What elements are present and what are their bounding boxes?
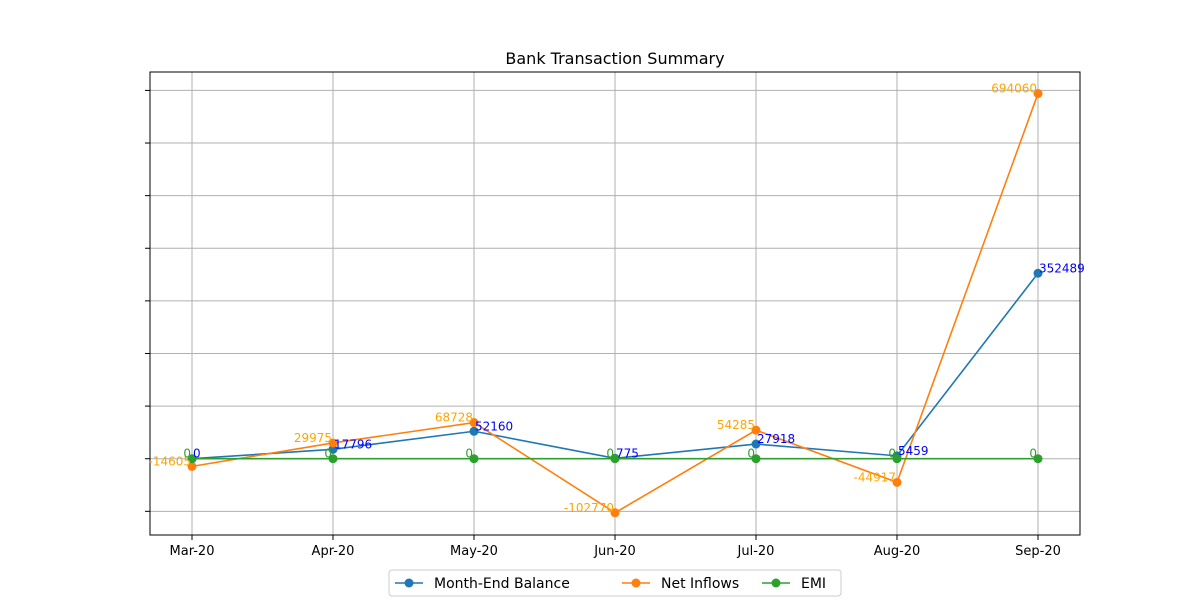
- data-point: [1033, 268, 1043, 278]
- data-label: 52160: [475, 419, 513, 433]
- chart-title: Bank Transaction Summary: [505, 49, 724, 68]
- data-point: [469, 418, 479, 428]
- data-label: 0: [747, 447, 755, 461]
- data-label: 68728: [435, 411, 473, 425]
- data-point: [187, 454, 197, 464]
- data-point: [187, 461, 197, 471]
- x-tick-label: Mar-20: [170, 544, 215, 559]
- x-tick-label: Sep-20: [1015, 544, 1061, 559]
- data-label: 0: [606, 447, 614, 461]
- data-point: [751, 425, 761, 435]
- data-label: 0: [465, 447, 473, 461]
- data-label: 0: [888, 447, 896, 461]
- axes: Mar-20 Apr-20 May-20 Jun-20 Jul-20 Aug-20 Sep-…: [145, 71, 1081, 559]
- data-label: 17796: [334, 437, 372, 451]
- data-point: [469, 426, 479, 436]
- data-label: 27918: [757, 432, 795, 446]
- data-point: [328, 454, 338, 464]
- legend-marker: [771, 578, 781, 588]
- data-point: [1033, 454, 1043, 464]
- x-tick-label: Aug-20: [874, 544, 921, 559]
- legend-entry: Net Inflows: [661, 576, 739, 592]
- data-point: [610, 454, 620, 464]
- data-label: 0: [193, 447, 201, 461]
- x-tick-label: Apr-20: [312, 544, 355, 559]
- data-point: [469, 454, 479, 464]
- legend-marker: [631, 578, 641, 588]
- data-label: -14605: [148, 454, 191, 468]
- data-point: [892, 477, 902, 487]
- data-label: 29975: [294, 431, 332, 445]
- data-label: 694060: [991, 82, 1037, 96]
- x-tick-label: May-20: [450, 544, 498, 559]
- data-label: 54285: [717, 418, 755, 432]
- data-label: -44917: [853, 470, 896, 484]
- data-label: 0: [183, 447, 191, 461]
- x-tick-label: Jun-20: [593, 544, 636, 559]
- legend-box: [388, 569, 842, 597]
- series-group: [187, 89, 1043, 518]
- data-label: 0: [324, 447, 332, 461]
- data-point: [610, 508, 620, 518]
- data-point: [1033, 89, 1043, 99]
- data-point: [751, 454, 761, 464]
- legend: Month-End Balance Net Inflows EMI: [388, 569, 842, 597]
- data-label: 775: [616, 446, 639, 460]
- data-point: [892, 454, 902, 464]
- data-label: 352489: [1039, 261, 1085, 275]
- data-labels: 01779652160775279185459352489-1460529975…: [148, 82, 1084, 515]
- data-label: 0: [1029, 447, 1037, 461]
- data-label: -102770: [564, 501, 614, 515]
- legend-entry: EMI: [801, 576, 826, 592]
- legend-marker: [404, 578, 414, 588]
- x-tick-label: Jul-20: [737, 544, 775, 559]
- data-point: [751, 439, 761, 449]
- data-label: 5459: [898, 444, 929, 458]
- data-point: [328, 444, 338, 454]
- legend-entry: Month-End Balance: [434, 576, 570, 592]
- data-point: [328, 438, 338, 448]
- grid: [150, 72, 1080, 535]
